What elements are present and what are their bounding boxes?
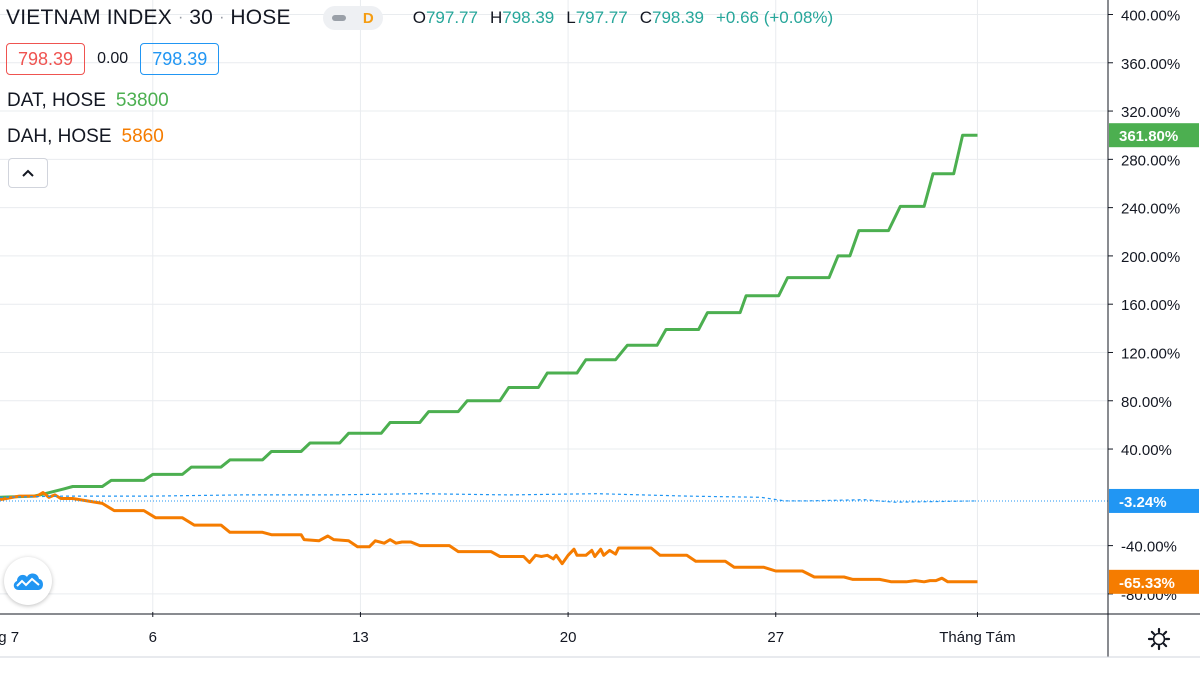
x-tick-label: 6 bbox=[149, 629, 157, 646]
grid bbox=[0, 0, 1108, 612]
y-tick-label: 400.00% bbox=[1121, 7, 1180, 24]
y-tick-label: 80.00% bbox=[1121, 394, 1172, 411]
ohlc-close-label: C bbox=[639, 8, 652, 27]
y-tick-label: 240.00% bbox=[1121, 201, 1180, 218]
legend-symbol: DAT, HOSE bbox=[7, 90, 106, 111]
legend-value: 53800 bbox=[115, 90, 169, 111]
market-status-pill[interactable]: D bbox=[322, 6, 383, 30]
legend-item-dat[interactable]: DAT, HOSE 53800 bbox=[7, 90, 169, 112]
x-tick-label: 20 bbox=[560, 629, 577, 646]
minus-icon bbox=[331, 15, 346, 21]
y-tick-label: 360.00% bbox=[1121, 56, 1180, 73]
last-value-tag bbox=[1109, 488, 1199, 513]
chevron-up-icon bbox=[22, 169, 34, 177]
delayed-badge: D bbox=[362, 9, 374, 27]
ohlc-low-value: 797.77 bbox=[575, 8, 628, 27]
ohlc-open-label: O bbox=[412, 8, 426, 27]
series-line-1 bbox=[0, 491, 978, 584]
y-tick-label: 200.00% bbox=[1121, 249, 1180, 266]
x-tick-label: Tháng Tám bbox=[939, 629, 1015, 646]
separator-dot: · bbox=[177, 9, 184, 26]
sell-price-button[interactable]: 798.39 bbox=[6, 43, 86, 75]
cloud-wave-icon bbox=[13, 573, 43, 590]
ohlc-change: +0.66 (+0.08%) bbox=[715, 8, 834, 27]
symbol-header[interactable]: VIETNAM INDEX · 30 · HOSE D O797.77 H798… bbox=[6, 5, 833, 31]
x-tick-label: 13 bbox=[352, 629, 369, 646]
buy-price-button[interactable]: 798.39 bbox=[140, 43, 220, 75]
tradingview-logo-button[interactable] bbox=[4, 557, 52, 605]
x-tick-label: 27 bbox=[767, 629, 784, 646]
axes: 400.00%360.00%320.00%280.00%240.00%200.0… bbox=[0, 0, 1200, 658]
symbol-name[interactable]: VIETNAM INDEX bbox=[6, 6, 172, 29]
ohlc-low-label: L bbox=[566, 8, 576, 27]
y-tick-label: -40.00% bbox=[1121, 539, 1177, 556]
ohlc-open: O797.77 bbox=[413, 8, 478, 28]
y-tick-label: 160.00% bbox=[1121, 297, 1180, 314]
y-tick-label: 40.00% bbox=[1121, 442, 1172, 459]
ohlc-close: C798.39 bbox=[640, 8, 704, 28]
last-value-label: 361.80% bbox=[1119, 128, 1178, 145]
legend-value: 5860 bbox=[121, 126, 164, 147]
ohlc-low: L797.77 bbox=[566, 8, 627, 28]
spread-value: 0.00 bbox=[97, 50, 129, 67]
last-value-label: -65.33% bbox=[1119, 575, 1175, 592]
trade-prices: 798.39 0.00 798.39 bbox=[6, 43, 220, 75]
y-tick-label: 120.00% bbox=[1121, 345, 1180, 362]
exchange-label[interactable]: HOSE bbox=[230, 6, 291, 29]
y-tick-label: 320.00% bbox=[1121, 104, 1180, 121]
gear-icon bbox=[1147, 627, 1171, 651]
ohlc-values: O797.77 H798.39 L797.77 C798.39 +0.66 (+… bbox=[413, 8, 833, 28]
separator-dot: · bbox=[219, 9, 225, 26]
ohlc-high: H798.39 bbox=[490, 8, 554, 28]
series-line-2 bbox=[0, 493, 978, 503]
settings-button[interactable] bbox=[1144, 624, 1174, 654]
ohlc-high-label: H bbox=[489, 8, 503, 27]
legend-item-dah[interactable]: DAH, HOSE 5860 bbox=[7, 126, 164, 148]
x-tick-label-partial: ng 7 bbox=[0, 629, 19, 646]
ohlc-high-value: 798.39 bbox=[502, 8, 555, 27]
last-value-tag bbox=[1109, 569, 1199, 594]
ohlc-open-value: 797.77 bbox=[425, 8, 478, 27]
series-line-0 bbox=[0, 133, 978, 499]
last-value-label: -3.24% bbox=[1119, 494, 1167, 511]
collapse-legend-button[interactable] bbox=[8, 158, 48, 188]
legend-symbol: DAH, HOSE bbox=[7, 126, 112, 147]
y-tick-label: 280.00% bbox=[1121, 152, 1180, 169]
interval-label[interactable]: 30 bbox=[189, 6, 214, 29]
series-layer bbox=[0, 133, 1108, 584]
last-value-tag bbox=[1109, 123, 1199, 148]
ohlc-close-value: 798.39 bbox=[651, 8, 704, 27]
